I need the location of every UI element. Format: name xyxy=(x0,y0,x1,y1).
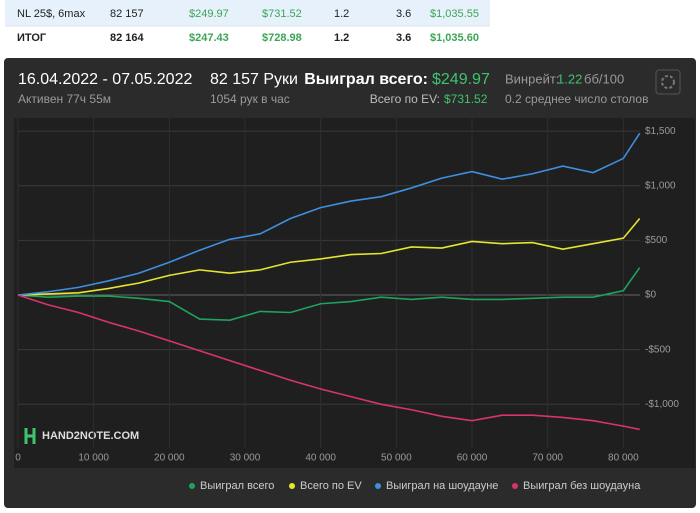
series-line xyxy=(17,267,641,321)
table-cell: 82 164 xyxy=(110,32,145,44)
x-tick-label: 40 000 xyxy=(305,453,336,464)
dates: 16.04.2022 - 07.05.2022 xyxy=(18,71,192,88)
legend-label: Выиграл всего xyxy=(200,480,274,492)
x-tick-label: 10 000 xyxy=(78,453,109,464)
legend-label: Выиграл на шоудауне xyxy=(386,480,498,492)
logo-icon xyxy=(24,428,36,444)
x-tick-label: 20 000 xyxy=(154,453,185,464)
winrate-label: Винрейт: xyxy=(505,71,559,86)
table-cell: $247.43 xyxy=(189,32,229,44)
table-cell: $1,035.60 xyxy=(430,32,479,44)
table-cell: $728.98 xyxy=(262,32,302,44)
table-cell: NL 25$, 6max xyxy=(17,8,86,20)
legend-label: Всего по EV xyxy=(300,480,362,492)
legend-marker xyxy=(189,483,195,489)
hands-per-hour: 1054 рук в час xyxy=(210,92,290,106)
y-tick-label: $0 xyxy=(645,290,657,301)
logo: HAND2NOTE.COM xyxy=(42,430,139,442)
won-label: Выиграл всего: xyxy=(304,71,428,88)
table-cell: $249.97 xyxy=(189,8,229,20)
series-line xyxy=(17,294,640,431)
legend-marker xyxy=(512,483,518,489)
gear-icon xyxy=(661,75,675,89)
y-tick-label: $1,000 xyxy=(645,180,676,191)
table-row-highlight xyxy=(5,0,490,26)
legend-label: Выиграл без шоудауна xyxy=(523,480,641,492)
ev-label: Всего по EV: xyxy=(370,92,440,106)
table-cell: ИТОГ xyxy=(17,32,47,44)
hands: 82 157 Руки xyxy=(210,71,298,88)
table-cell: 82 157 xyxy=(110,8,144,20)
table-cell: 1.2 xyxy=(334,32,349,44)
table-cell: $731.52 xyxy=(262,8,302,20)
won-value: $249.97 xyxy=(432,71,490,88)
y-tick-label: $500 xyxy=(645,235,668,246)
x-tick-label: 30 000 xyxy=(230,453,261,464)
winrate-unit: бб/100 xyxy=(584,71,624,86)
y-tick-label: $1,500 xyxy=(645,126,676,137)
x-tick-label: 60 000 xyxy=(457,453,488,464)
x-tick-label: 70 000 xyxy=(532,453,563,464)
ev-value: $731.52 xyxy=(444,92,488,106)
table-cell: 1.2 xyxy=(334,8,349,20)
y-tick-label: -$1,000 xyxy=(645,399,679,410)
series-line xyxy=(17,218,641,296)
series-line xyxy=(17,132,641,296)
x-tick-label: 50 000 xyxy=(381,453,412,464)
tables-count: 0.2 среднее число столов xyxy=(505,92,648,106)
x-tick-label: 0 xyxy=(15,453,21,464)
chart-area xyxy=(14,118,695,468)
x-tick-label: 80 000 xyxy=(608,453,639,464)
y-tick-label: -$500 xyxy=(645,344,671,355)
settings-button[interactable] xyxy=(655,69,681,95)
table-cell: 3.6 xyxy=(396,8,411,20)
active-time: Активен 77ч 55м xyxy=(18,92,111,106)
legend-marker xyxy=(375,483,381,489)
winrate-value: 1.22 xyxy=(557,71,582,86)
table-cell: 3.6 xyxy=(396,32,411,44)
legend-marker xyxy=(289,483,295,489)
table-cell: $1,035.55 xyxy=(430,8,479,20)
